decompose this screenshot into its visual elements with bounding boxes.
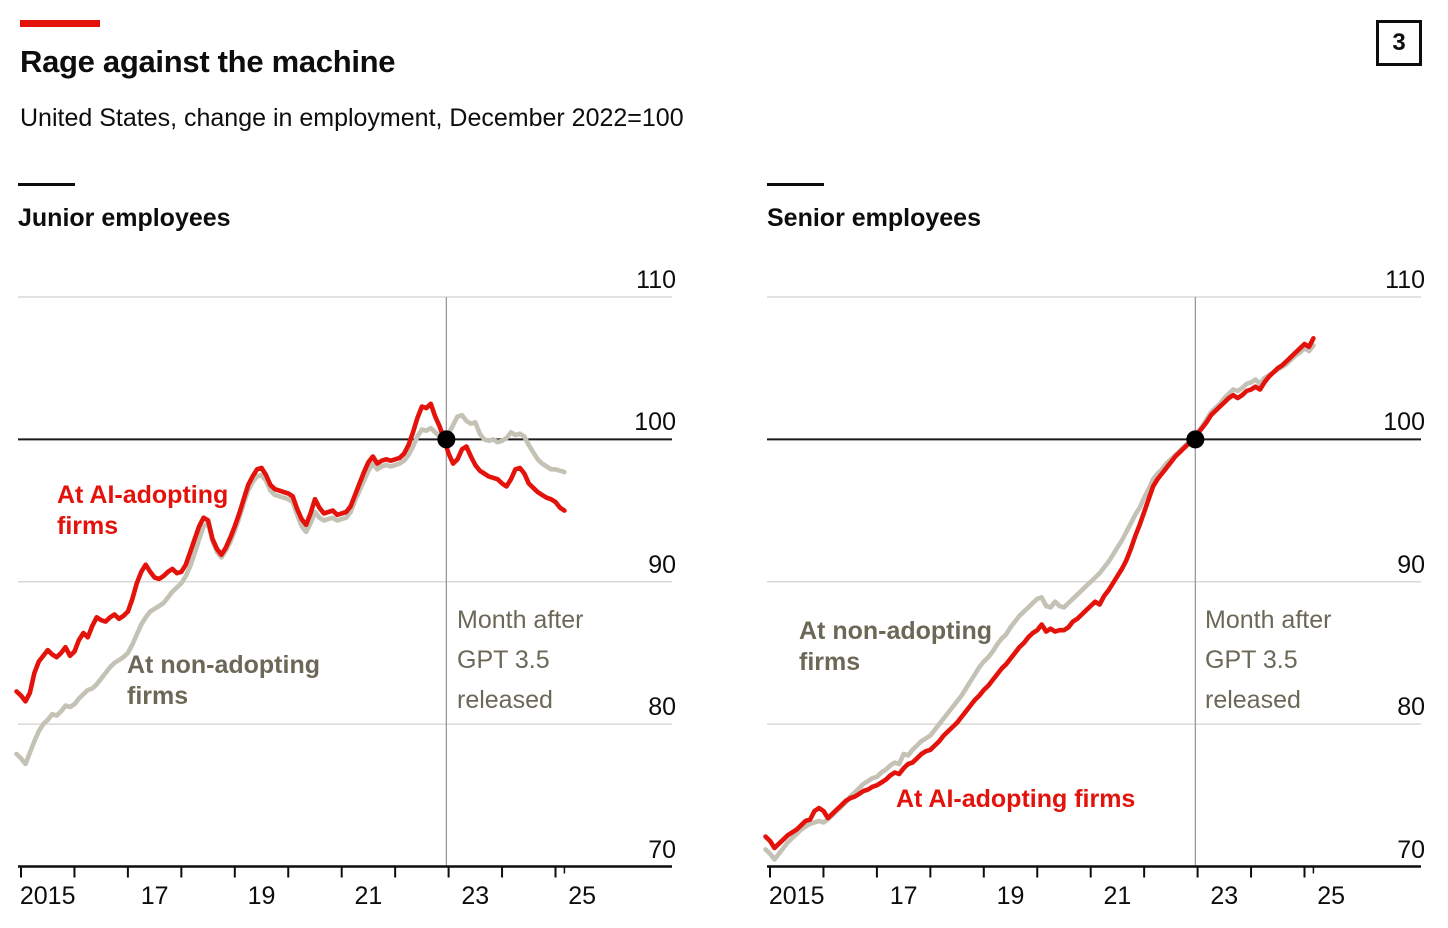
senior-non-adopting-label: At non-adopting firms <box>799 616 992 678</box>
junior-non-adopting-label: At non-adopting firms <box>127 650 320 712</box>
page-subtitle: United States, change in employment, Dec… <box>20 104 684 132</box>
gpt-release-dot <box>1186 430 1205 449</box>
y-tick-label-90: 90 <box>648 550 676 579</box>
y-tick-label-80: 80 <box>1397 693 1425 722</box>
x-tick-label-2015: 2015 <box>19 882 76 910</box>
x-tick-label-21: 21 <box>1103 882 1132 910</box>
series-label-line: firms <box>799 648 861 676</box>
junior-panel <box>14 296 672 878</box>
x-tick-label-21: 21 <box>354 882 383 910</box>
y-tick-label-110: 110 <box>1385 266 1425 294</box>
y-tick-label-110: 110 <box>636 266 676 294</box>
y-tick-label-100: 100 <box>634 408 676 437</box>
senior-panel <box>763 296 1421 878</box>
x-tick-label-23: 23 <box>1210 882 1239 910</box>
x-tick-label-19: 19 <box>247 882 276 910</box>
series-label-line: At AI-adopting firms <box>896 785 1136 813</box>
junior-gpt-annotation: Month after GPT 3.5 released <box>457 600 583 720</box>
figure-number-box: 3 <box>1376 20 1422 66</box>
senior-panel-rule <box>767 183 824 186</box>
senior-ai-adopting-label: At AI-adopting firms <box>896 784 1135 815</box>
page-title: Rage against the machine <box>20 44 396 79</box>
senior-panel-title: Senior employees <box>767 204 981 232</box>
junior-panel-title: Junior employees <box>18 204 231 232</box>
y-tick-label-80: 80 <box>648 693 676 722</box>
series-label-line: firms <box>127 682 189 710</box>
series-line-senior-non-adopting <box>763 343 1316 862</box>
x-tick-label-2015: 2015 <box>768 882 825 910</box>
headline-accent-bar <box>20 20 100 27</box>
series-label-line: At non-adopting <box>127 651 320 679</box>
x-tick-label-25: 25 <box>1317 882 1346 910</box>
annotation-line: Month after <box>1205 606 1332 634</box>
figure-number: 3 <box>1392 29 1406 56</box>
y-tick-label-100: 100 <box>1383 408 1425 437</box>
x-tick-label-17: 17 <box>140 882 169 910</box>
series-line-junior-non-adopting <box>14 412 567 767</box>
y-tick-label-90: 90 <box>1397 550 1425 579</box>
x-tick-label-25: 25 <box>568 882 597 910</box>
x-tick-label-23: 23 <box>461 882 490 910</box>
x-tick-label-17: 17 <box>889 882 918 910</box>
x-tick-label-19: 19 <box>996 882 1025 910</box>
annotation-line: released <box>1205 686 1301 714</box>
annotation-line: GPT 3.5 <box>1205 646 1298 674</box>
y-tick-label-70: 70 <box>648 835 676 864</box>
y-tick-label-70: 70 <box>1397 835 1425 864</box>
junior-panel-rule <box>18 183 75 186</box>
series-label-line: At AI-adopting <box>57 481 229 509</box>
junior-ai-adopting-label: At AI-adopting firms <box>57 480 228 542</box>
series-line-senior-ai-adopting <box>763 335 1316 851</box>
senior-gpt-annotation: Month after GPT 3.5 released <box>1205 600 1331 720</box>
annotation-line: Month after <box>457 606 584 634</box>
gpt-release-dot <box>437 430 456 449</box>
annotation-line: GPT 3.5 <box>457 646 550 674</box>
series-line-junior-ai-adopting <box>14 401 567 704</box>
annotation-line: released <box>457 686 553 714</box>
series-label-line: firms <box>57 512 119 540</box>
series-label-line: At non-adopting <box>799 617 992 645</box>
